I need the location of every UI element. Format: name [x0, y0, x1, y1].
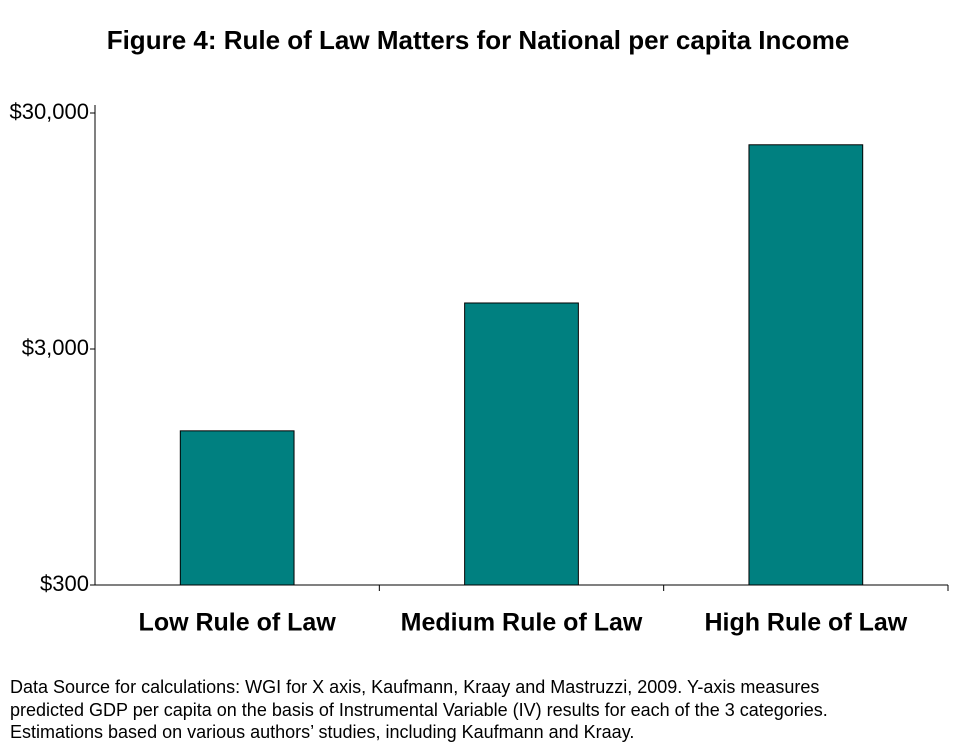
footnote-line: Estimations based on various authors’ st…: [10, 722, 635, 742]
y-tick-label: $3,000: [22, 335, 89, 360]
footnote-line: Data Source for calculations: WGI for X …: [10, 677, 820, 697]
y-tick-label: $30,000: [9, 99, 89, 124]
x-tick-label: High Rule of Law: [704, 609, 907, 637]
x-tick-label: Low Rule of Law: [139, 609, 337, 637]
footnote: Data Source for calculations: WGI for X …: [10, 676, 950, 744]
chart-title: Figure 4: Rule of Law Matters for Nation…: [107, 25, 850, 55]
bar: [748, 144, 864, 586]
bar: [464, 302, 579, 586]
y-tick-label: $300: [40, 571, 89, 596]
x-tick-label: Medium Rule of Law: [401, 609, 643, 637]
bar: [179, 430, 295, 586]
footnote-line: predicted GDP per capita on the basis of…: [10, 699, 828, 720]
chart: Figure 4: Rule of Law Matters for Nation…: [9, 25, 949, 637]
